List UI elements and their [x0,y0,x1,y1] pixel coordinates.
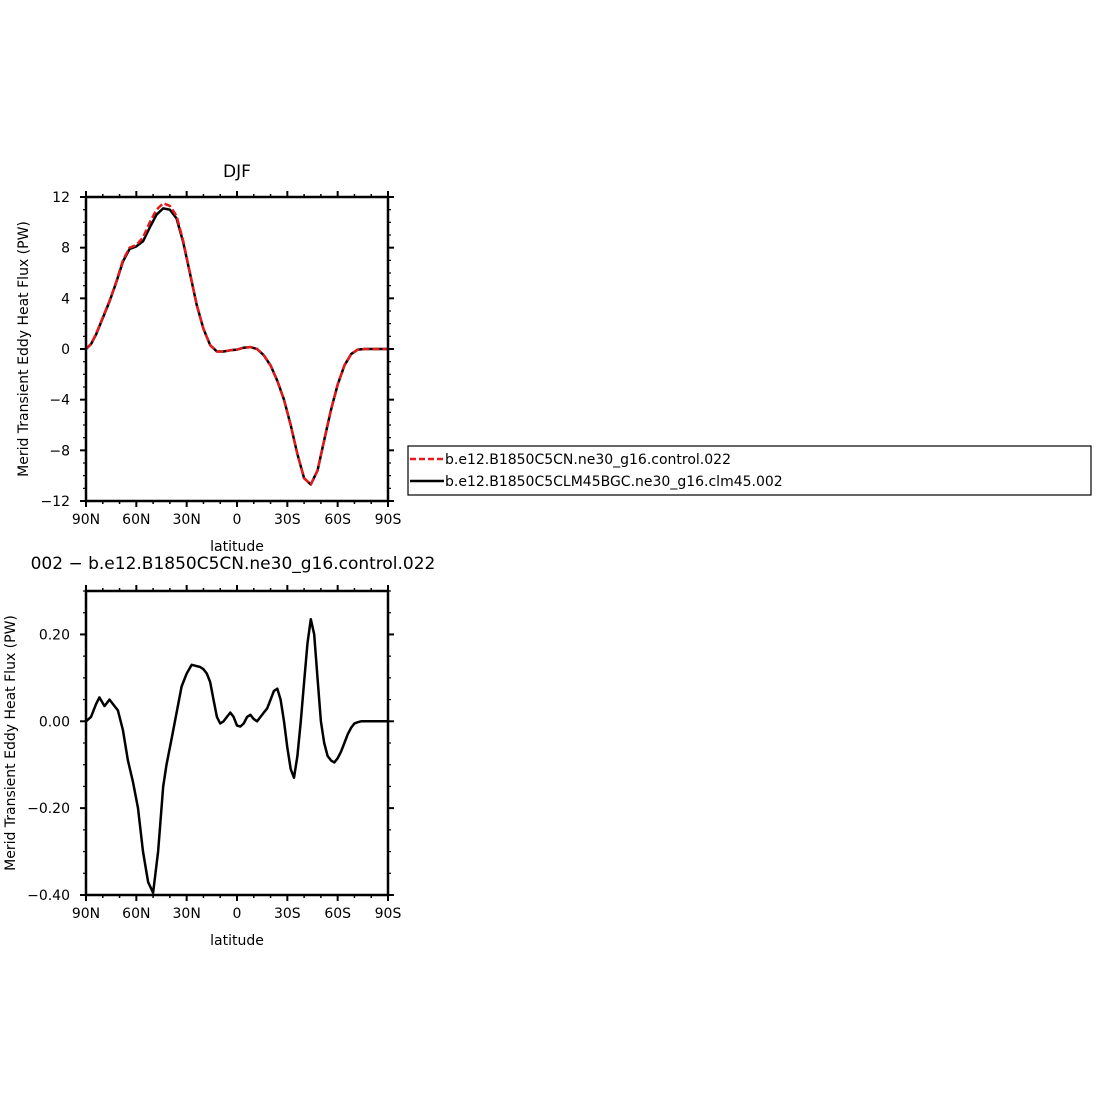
legend-box [407,445,1092,496]
top-chart-title: DJF [223,162,251,182]
top-chart-series-line-0 [85,202,388,486]
top-chart-y-tick-label: 8 [61,241,70,257]
bottom-chart-ylabel: Merid Transient Eddy Heat Flux (PW) [3,615,19,871]
bottom-chart-y-tick-label: −0.20 [27,801,70,817]
bottom-chart-x-tick-label: 60N [122,906,150,922]
bottom-chart-x-tick-label: 0 [233,906,242,922]
top-chart-x-tick-label: 30S [274,512,301,528]
top-chart-frame [84,195,390,503]
top-chart-y-tick-label: 12 [52,190,70,206]
legend: b.e12.B1850C5CN.ne30_g16.control.022 b.e… [407,445,1092,496]
top-chart-y-tick-label: 4 [61,291,70,307]
top-chart-x-tick-label: 30N [173,512,201,528]
top-chart-ylabel: Merid Transient Eddy Heat Flux (PW) [16,221,32,477]
bottom-chart-frame [84,589,390,897]
top-chart-x-tick-label: 60S [324,512,351,528]
top-chart-series [85,202,388,486]
top-chart-y-tick-label: −12 [40,494,70,510]
top-chart: DJF Merid Transient Eddy Heat Flux (PW) … [16,162,401,555]
top-chart-x-tick-label: 60N [122,512,150,528]
top-chart-y-tick-label: −4 [49,393,70,409]
bottom-chart-ticks: 90N 60N 30N 0 30S 60S 90S 0.20 0.00 −0.20 −0.40 [27,585,401,922]
top-chart-x-tick-label: 0 [233,512,242,528]
top-chart-x-tick-label: 90N [72,512,100,528]
bottom-chart-y-tick-label: 0.20 [39,627,70,643]
bottom-chart-x-tick-label: 60S [324,906,351,922]
top-chart-y-tick-label: −8 [49,443,70,459]
bottom-chart-xlabel: latitude [210,933,264,949]
bottom-chart-series-line-0 [85,617,388,895]
legend-label-clm45: b.e12.B1850C5CLM45BGC.ne30_g16.clm45.002 [445,474,783,490]
bottom-chart-y-tick-label: −0.40 [27,888,70,904]
top-chart-xlabel: latitude [210,539,264,555]
bottom-chart-x-tick-label: 90S [375,906,402,922]
bottom-chart-x-tick-label: 90N [72,906,100,922]
top-chart-series-line-1 [85,207,388,486]
bottom-chart-x-tick-label: 30S [274,906,301,922]
bottom-chart: 002 − b.e12.B1850C5CN.ne30_g16.control.0… [3,554,435,949]
legend-label-control: b.e12.B1850C5CN.ne30_g16.control.022 [445,452,731,468]
top-chart-x-tick-label: 90S [375,512,402,528]
top-chart-y-tick-label: 0 [61,342,70,358]
bottom-chart-series [85,617,388,895]
bottom-chart-y-tick-label: 0.00 [39,714,70,730]
bottom-chart-x-tick-label: 30N [173,906,201,922]
bottom-chart-title: 002 − b.e12.B1850C5CN.ne30_g16.control.0… [31,554,436,574]
